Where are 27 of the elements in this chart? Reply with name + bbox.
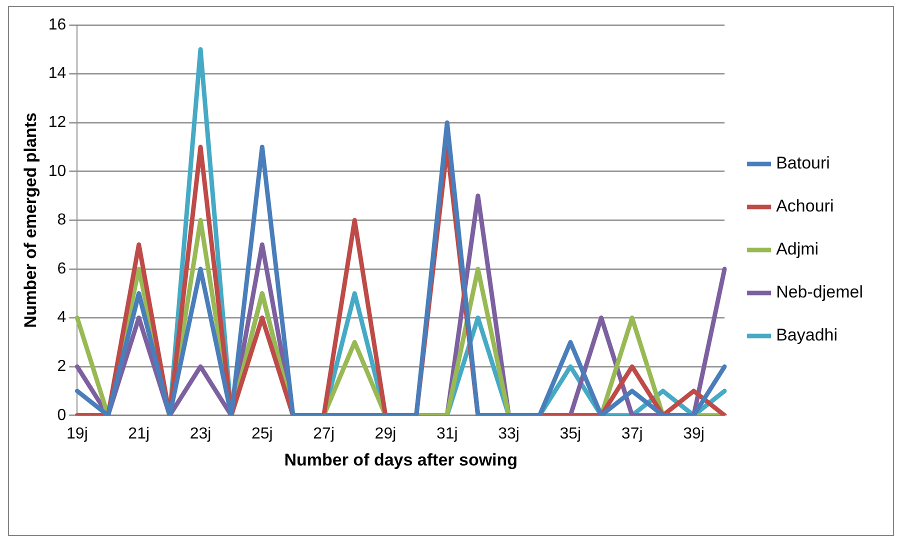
x-tick-label: 27j — [313, 425, 334, 442]
x-tick-label: 33j — [498, 425, 520, 442]
y-tick-label: 8 — [57, 212, 66, 229]
y-tick-label: 4 — [57, 309, 66, 326]
x-tick-label: 39j — [683, 425, 704, 442]
legend-label: Neb-djemel — [776, 282, 864, 302]
x-tick-label: 35j — [560, 425, 582, 442]
x-tick-label: 25j — [251, 425, 273, 442]
y-tick-label: 10 — [48, 162, 66, 180]
x-axis-title: Number of days after sowing — [284, 450, 518, 470]
y-tick-label: 16 — [48, 16, 66, 34]
legend-label: Bayadhi — [776, 326, 838, 345]
y-tick-label: 12 — [48, 114, 66, 132]
x-tick-label: 21j — [128, 425, 150, 442]
x-tick-label: 23j — [190, 425, 212, 442]
y-tick-label: 0 — [57, 406, 66, 424]
x-tick-label: 31j — [436, 425, 458, 442]
y-tick-label: 14 — [48, 65, 66, 82]
x-tick-label: 29j — [374, 425, 396, 442]
y-tick-label: 2 — [57, 358, 66, 376]
x-tick-label: 19j — [66, 425, 88, 442]
legend-label: Achouri — [776, 196, 834, 216]
y-tick-label: 6 — [57, 260, 66, 278]
legend-label: Adjmi — [776, 240, 819, 259]
x-tick-label: 37j — [621, 425, 643, 442]
y-axis-title: Number of emerged plants — [20, 112, 40, 328]
legend-label: Batouri — [776, 154, 830, 173]
